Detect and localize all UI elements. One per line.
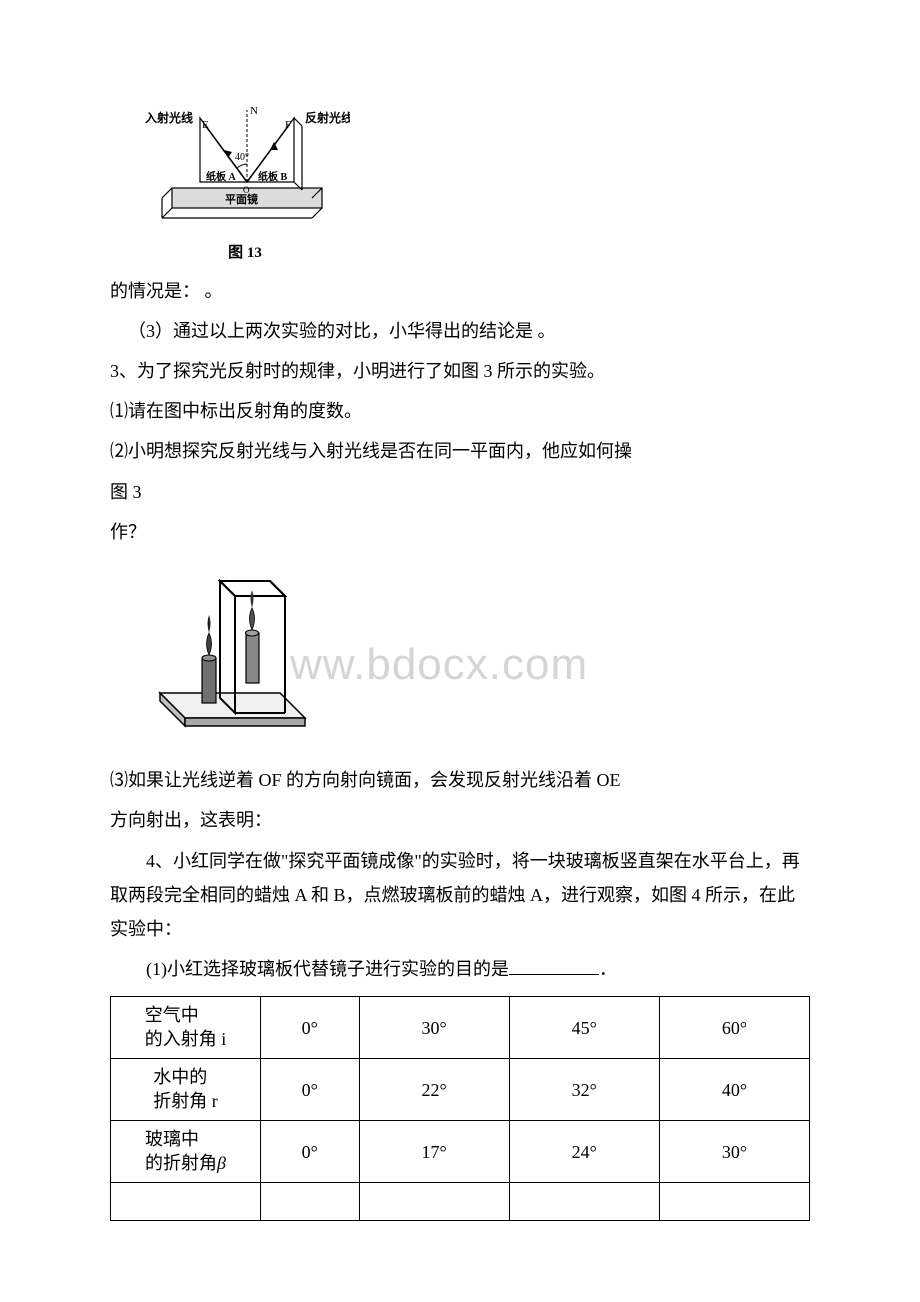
q3-intro: 3、为了探究光反射时的规律，小明进行了如图 3 所示的实验。: [110, 354, 810, 388]
q3-zuo: 作？: [110, 515, 810, 549]
n-label: N: [250, 105, 258, 117]
table-row: 玻璃中的折射角β 0° 17° 24° 30°: [111, 1121, 810, 1183]
cell: 17°: [359, 1121, 509, 1183]
cell: 22°: [359, 1059, 509, 1121]
diagram-caption: 图 13: [140, 239, 350, 268]
f-label: F: [285, 119, 291, 131]
mirror-label: 平面镜: [225, 192, 258, 206]
fig3-label: 图 3: [110, 475, 810, 509]
row-label: 空气中的入射角 i: [111, 997, 261, 1059]
q4-1: (1)小红选择玻璃板代替镜子进行实验的目的是 ．: [110, 952, 810, 986]
board-a: 纸板 A: [206, 170, 236, 183]
refraction-table: 空气中的入射角 i 0° 30° 45° 60° 水中的折射角 r 0° 22°…: [110, 996, 810, 1221]
table-row: [111, 1183, 810, 1221]
q3-3: ⑶如果让光线逆着 OF 的方向射向镜面，会发现反射光线沿着 OE: [110, 763, 810, 797]
cell: [359, 1183, 509, 1221]
cell: 30°: [659, 1121, 809, 1183]
candle-diagram: ww.bdocx.com: [150, 563, 810, 749]
cell: 30°: [359, 997, 509, 1059]
cell: 60°: [659, 997, 809, 1059]
q3-3b: 方向射出，这表明：: [110, 803, 810, 837]
q4-intro: 4、小红同学在做"探究平面镜成像"的实验时，将一块玻璃板竖直架在水平台上，再取两…: [110, 844, 810, 947]
cell: [659, 1183, 809, 1221]
cell: [509, 1183, 659, 1221]
row-label: 玻璃中的折射角β: [111, 1121, 261, 1183]
q2-3: （3）通过以上两次实验的对比，小华得出的结论是 。: [110, 314, 810, 348]
incident-label: 入射光线: [145, 110, 193, 125]
e-label: E: [202, 119, 209, 131]
cell: 0°: [261, 997, 360, 1059]
cell: 40°: [659, 1059, 809, 1121]
watermark: ww.bdocx.com: [290, 623, 588, 707]
cell: [261, 1183, 360, 1221]
table-row: 水中的折射角 r 0° 22° 32° 40°: [111, 1059, 810, 1121]
reflect-label: 反射光线: [305, 110, 350, 125]
cell: 0°: [261, 1059, 360, 1121]
board-b: 纸板 B: [258, 170, 287, 183]
blank-field[interactable]: [509, 957, 599, 975]
cell: 32°: [509, 1059, 659, 1121]
table-row: 空气中的入射角 i 0° 30° 45° 60°: [111, 997, 810, 1059]
cell: 45°: [509, 997, 659, 1059]
cell: 0°: [261, 1121, 360, 1183]
cell: 24°: [509, 1121, 659, 1183]
q3-2: ⑵小明想探究反射光线与入射光线是否在同一平面内，他应如何操: [110, 434, 810, 468]
q4-1-post: ．: [599, 959, 617, 979]
q3-1: ⑴请在图中标出反射角的度数。: [110, 394, 810, 428]
reflection-diagram: 40° 入射光线 反射光线 E N F 纸板 A 纸板 B O 平面镜: [140, 100, 810, 231]
row-label: 水中的折射角 r: [111, 1059, 261, 1121]
angle-label: 40°: [235, 152, 249, 163]
q4-1-pre: (1)小红选择玻璃板代替镜子进行实验的目的是: [146, 959, 509, 979]
cell: [111, 1183, 261, 1221]
text-situation: 的情况是： 。: [110, 274, 810, 308]
